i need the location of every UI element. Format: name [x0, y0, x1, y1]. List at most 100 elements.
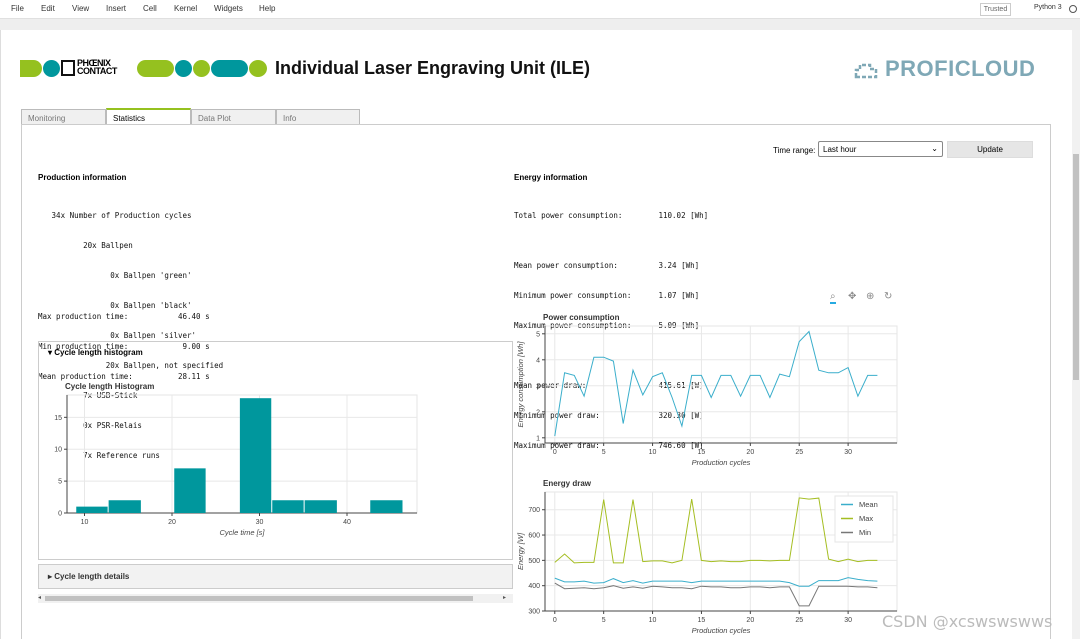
y-tick-label: 5 [58, 479, 62, 486]
series-line-mean [554, 577, 878, 587]
energy-line: Minimum power draw: 320.30 [W] [514, 411, 704, 420]
cloud-icon [854, 63, 878, 79]
x-tick-label: 0 [553, 449, 557, 456]
trusted-badge[interactable]: Trusted [980, 3, 1011, 16]
cycle-length-histogram[interactable]: Cycle length Histogram 0 5 10 15 10 20 30 40 Cycl… [40, 375, 440, 545]
menu-widgets[interactable]: Widgets [214, 4, 243, 13]
production-line: 34x Number of Production cycles [38, 211, 192, 220]
x-axis-label: Cycle time [s] [219, 528, 265, 537]
x-tick-label: 20 [168, 519, 176, 526]
energy-info-title: Energy information [514, 173, 588, 182]
proficloud-text: PROFICLOUD [885, 56, 1036, 81]
y-tick-label: 400 [528, 583, 540, 590]
histogram-bar [304, 500, 337, 513]
x-tick-label: 15 [698, 449, 706, 456]
production-line: 7x Reference runs [38, 451, 160, 460]
horizontal-scrollbar-thumb[interactable] [45, 596, 473, 601]
chevron-down-icon: ⌄ [931, 144, 938, 153]
energy-draw-chart[interactable]: Energy draw 300 400 500 600 700 0 5 10 15 20 25 30 Pr… [515, 474, 905, 639]
details-accordion[interactable] [38, 564, 513, 589]
menu-kernel[interactable]: Kernel [174, 4, 198, 13]
production-times: Max production time: 46.40 s Min product… [38, 292, 210, 392]
statistics-panel [21, 124, 1051, 639]
production-line: 20x Ballpen [38, 241, 133, 250]
histogram-bar [174, 468, 206, 513]
update-button[interactable]: Update [947, 141, 1033, 158]
scroll-right-icon[interactable]: ▸ [503, 595, 507, 601]
vertical-scrollbar-thumb[interactable] [1073, 154, 1079, 380]
production-line: 20x Ballpen, not specified [38, 361, 224, 370]
production-line: 0x PSR-Relais [38, 421, 142, 430]
menu-file[interactable]: File [11, 4, 24, 13]
menu-insert[interactable]: Insert [106, 4, 127, 13]
time-range-select[interactable]: Last hour ⌄ [818, 141, 943, 157]
details-accordion-header[interactable]: ▸ Cycle length details [48, 572, 129, 581]
production-info-title: Production information [38, 173, 127, 182]
proficloud-logo: PROFICLOUD [852, 56, 1035, 82]
x-tick-label: 5 [602, 617, 606, 624]
menu-edit[interactable]: Edit [41, 4, 55, 13]
x-tick-label: 15 [698, 617, 706, 624]
x-tick-label: 0 [553, 617, 557, 624]
x-tick-label: 30 [844, 449, 852, 456]
tab-info[interactable]: Info [276, 109, 360, 125]
zoom-tool-icon[interactable]: ⌕ [830, 291, 836, 304]
legend-label: Min [859, 528, 871, 537]
wheel-zoom-tool-icon[interactable]: ⊕ [866, 291, 875, 302]
y-tick-label: 0 [58, 511, 62, 518]
power-consumption-chart[interactable]: Power consumption 1 2 3 4 5 0 5 10 15 20 25 30 Produc… [515, 308, 905, 474]
y-axis-label: Energy consumption [Wh] [516, 341, 525, 428]
notebook-header-band [0, 19, 1080, 31]
jupyter-menubar: File Edit View Insert Cell Kernel Widget… [0, 0, 1080, 19]
x-tick-label: 25 [795, 449, 803, 456]
x-axis-label: Production cycles [692, 458, 751, 467]
tab-data-plot[interactable]: Data Plot [191, 109, 276, 125]
x-tick-label: 25 [795, 617, 803, 624]
kernel-idle-icon [1069, 5, 1077, 13]
y-tick-label: 1 [536, 435, 540, 442]
logo-text-top: PHŒNIX [77, 58, 111, 68]
x-tick-label: 10 [649, 449, 657, 456]
energy-line: Total power consumption: 110.02 [Wh] [514, 211, 709, 220]
energy-line: Minimum power consumption: 1.07 [Wh] [514, 291, 700, 300]
menu-cell[interactable]: Cell [143, 4, 157, 13]
scroll-left-icon[interactable]: ◂ [38, 595, 42, 601]
plot-frame [544, 325, 898, 444]
series-line-min [554, 582, 878, 607]
y-tick-label: 600 [528, 533, 540, 540]
tab-statistics[interactable]: Statistics [106, 108, 191, 125]
x-tick-label: 10 [81, 519, 89, 526]
histogram-bar [370, 500, 403, 513]
reset-tool-icon[interactable]: ↻ [884, 291, 893, 302]
y-tick-label: 500 [528, 558, 540, 565]
y-tick-label: 15 [54, 415, 62, 422]
histogram-bar [272, 500, 304, 513]
y-tick-label: 3 [536, 383, 540, 390]
caret-right-icon: ▸ [48, 572, 53, 581]
y-tick-label: 300 [528, 609, 540, 616]
details-accordion-label: Cycle length details [54, 572, 130, 581]
chart-title: Cycle length Histogram [65, 382, 154, 391]
pan-tool-icon[interactable]: ✥ [848, 291, 857, 302]
production-line: 0x Ballpen 'black' [38, 301, 192, 310]
histogram-accordion-header[interactable]: ▾ Cycle length histogram [48, 348, 143, 357]
watermark-text: CSDN @xcswswswws [882, 612, 1053, 631]
x-tick-label: 30 [844, 617, 852, 624]
chart-title: Energy draw [543, 479, 592, 488]
y-tick-label: 10 [54, 447, 62, 454]
x-tick-label: 20 [746, 617, 754, 624]
menu-help[interactable]: Help [259, 4, 276, 13]
production-line: 0x Ballpen 'silver' [38, 331, 197, 340]
x-tick-label: 10 [649, 617, 657, 624]
production-time-line: Mean production time: 28.11 s [38, 372, 210, 381]
kernel-name[interactable]: Python 3 [1034, 4, 1062, 11]
energy-line: Mean power consumption: 3.24 [Wh] [514, 261, 700, 270]
x-axis-label: Production cycles [692, 626, 751, 635]
menu-view[interactable]: View [72, 4, 90, 13]
production-time-line: Max production time: 46.40 s [38, 312, 210, 321]
histogram-bar [239, 398, 272, 513]
tab-monitoring[interactable]: Monitoring [21, 109, 106, 125]
y-tick-label: 700 [528, 507, 540, 514]
logo-text-bottom: CONTACT [77, 66, 117, 76]
y-tick-label: 5 [536, 331, 540, 338]
